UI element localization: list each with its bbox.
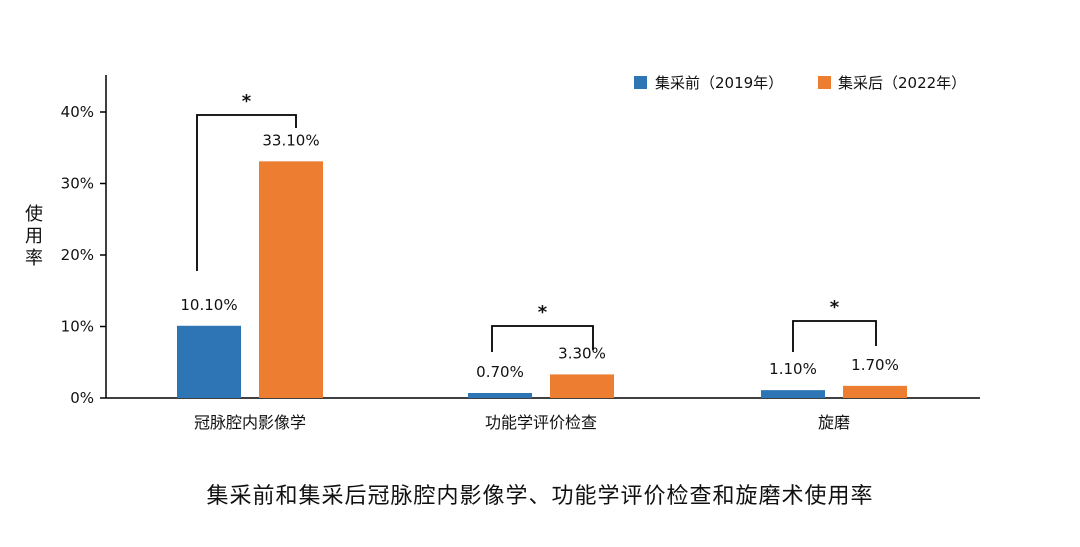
- bar: [761, 390, 825, 398]
- data-label: 33.10%: [262, 131, 319, 149]
- significance-bracket: [491, 325, 594, 352]
- x-tick-label: 冠脉腔内影像学: [194, 413, 306, 432]
- bar: [177, 325, 241, 398]
- y-tick-label: 20%: [61, 246, 94, 264]
- significance-marker: *: [242, 91, 252, 112]
- data-label: 1.70%: [851, 356, 899, 374]
- legend-label: 集采前（2019年）: [655, 74, 783, 92]
- x-tick-label: 旋磨: [818, 413, 850, 432]
- data-label: 10.10%: [180, 296, 237, 314]
- y-tick-label: 40%: [61, 103, 94, 121]
- x-tick-label: 功能学评价检查: [485, 413, 597, 432]
- bar: [843, 385, 907, 398]
- bar: [259, 161, 323, 398]
- y-tick-label: 0%: [70, 389, 94, 407]
- significance-marker: *: [830, 297, 840, 318]
- data-label: 3.30%: [558, 344, 606, 362]
- data-label: 1.10%: [769, 360, 817, 378]
- bar: [550, 374, 614, 398]
- legend-swatch: [818, 76, 831, 89]
- legend-label: 集采后（2022年）: [838, 74, 966, 92]
- bar: [468, 392, 532, 398]
- significance-bracket: [792, 320, 877, 352]
- y-tick-label: 30%: [61, 175, 94, 193]
- legend-swatch: [634, 76, 647, 89]
- data-label: 0.70%: [476, 363, 524, 381]
- y-axis-label: 使用率: [25, 204, 43, 269]
- figure-caption: 集采前和集采后冠脉腔内影像学、功能学评价检查和旋磨术使用率: [206, 484, 874, 509]
- y-tick-label: 10%: [61, 318, 94, 336]
- significance-bracket: [196, 114, 297, 271]
- significance-marker: *: [538, 302, 548, 323]
